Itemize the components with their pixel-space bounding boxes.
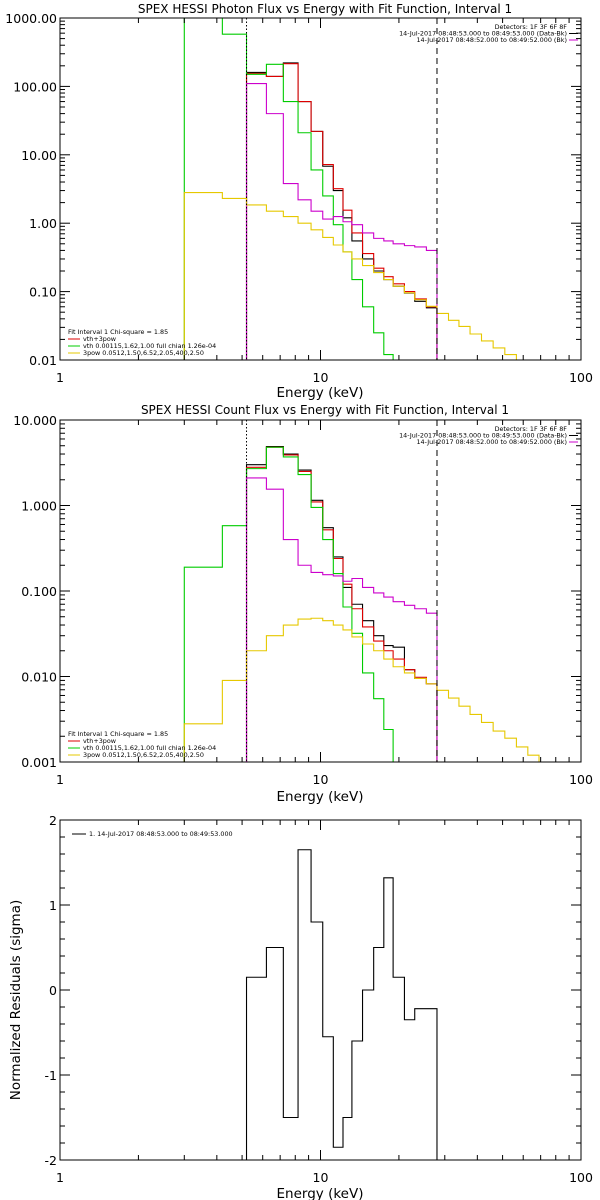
count-flux-panel: SPEX HESSI Count Flux vs Energy with Fit… xyxy=(13,403,593,805)
y-tick-label: -2 xyxy=(45,1153,57,1168)
y-tick-label: 0.01 xyxy=(29,353,57,368)
header-line-1: 14-Jul-2017 08:48:53.000 to 08:49:53.000… xyxy=(399,432,567,440)
plot-area xyxy=(245,849,438,1160)
y-tick-label: -1 xyxy=(45,1068,57,1083)
x-tick-label: 1 xyxy=(56,1170,64,1185)
x-tick-label: 10 xyxy=(313,1170,329,1185)
x-tick-label: 100 xyxy=(569,772,593,787)
legend-entry-1: vth 0.00115,1.62,1.00 full chian 1.26e-0… xyxy=(83,744,216,752)
series-line-2 xyxy=(183,18,394,360)
x-tick-label: 10 xyxy=(313,772,329,787)
y-tick-label: 0.10 xyxy=(29,285,57,300)
legend-title: Fit Interval 1 Chi-square = 1.85 xyxy=(68,730,168,738)
legend-entry-0: vth+3pow xyxy=(83,335,116,343)
series-line-1 xyxy=(245,63,438,360)
y-tick-label: 0.100 xyxy=(21,584,57,599)
y-tick-label: 0.001 xyxy=(21,755,57,770)
header-line-2: 14-Jul-2017 08:48:52.000 to 08:49:52.000… xyxy=(416,438,567,446)
x-axis-label: Energy (keV) xyxy=(277,789,364,805)
x-axis-label: Energy (keV) xyxy=(277,1186,364,1200)
x-tick-label: 10 xyxy=(313,370,329,385)
plot-area xyxy=(183,18,540,360)
plot-area xyxy=(183,420,573,762)
y-tick-label: 10.00 xyxy=(21,148,57,163)
y-tick-label: 2 xyxy=(49,813,57,828)
y-tick-label: 0 xyxy=(49,983,57,998)
y-tick-label: 1 xyxy=(49,898,57,913)
legend-entry-2: 3pow 0.0512,1.50,6.52,2.05,400,2.50 xyxy=(83,349,204,357)
x-tick-label: 1 xyxy=(56,370,64,385)
series-line-0 xyxy=(245,849,438,1160)
panel-title: SPEX HESSI Photon Flux vs Energy with Fi… xyxy=(138,2,512,16)
plot-frame xyxy=(59,17,582,361)
series-line-0 xyxy=(245,445,438,762)
panel-title: SPEX HESSI Count Flux vs Energy with Fit… xyxy=(141,403,509,417)
x-axis-label: Energy (keV) xyxy=(277,385,364,401)
series-line-4 xyxy=(183,192,540,360)
y-tick-label: 1.000 xyxy=(21,499,57,514)
legend-entry-2: 3pow 0.0512,1.50,6.52,2.05,400,2.50 xyxy=(83,751,204,759)
x-tick-label: 100 xyxy=(569,1170,593,1185)
legend-title: Fit Interval 1 Chi-square = 1.85 xyxy=(68,328,168,336)
series-line-3 xyxy=(245,477,438,762)
legend-entry-0: vth+3pow xyxy=(83,737,116,745)
photon-flux-panel: SPEX HESSI Photon Flux vs Energy with Fi… xyxy=(5,2,593,401)
x-tick-label: 100 xyxy=(569,370,593,385)
y-tick-label: 0.010 xyxy=(21,670,57,685)
series-line-3 xyxy=(245,83,438,360)
series-line-1 xyxy=(245,446,438,762)
header-line-2: 14-Jul-2017 08:48:52.000 to 08:49:52.000… xyxy=(416,36,567,44)
header-line-0: Detectors: 1F 3F 6F 8F xyxy=(495,425,568,433)
y-tick-label: 100.00 xyxy=(13,79,57,94)
residuals-panel: Energy (keV) Normalized Residuals (sigma… xyxy=(8,813,593,1200)
y-axis-label: Normalized Residuals (sigma) xyxy=(8,900,24,1101)
header-line-0: Detectors: 1F 3F 6F 8F xyxy=(495,23,568,31)
header-line-1: 14-Jul-2017 08:48:53.000 to 08:49:53.000… xyxy=(399,30,567,38)
y-tick-label: 1000.00 xyxy=(5,11,57,26)
plot-frame xyxy=(59,419,582,763)
series-line-4 xyxy=(183,617,573,762)
legend-entry-0: 1. 14-Jul-2017 08:48:53.000 to 08:49:53.… xyxy=(89,830,233,838)
plot-frame xyxy=(59,819,582,1161)
y-tick-label: 10.000 xyxy=(13,413,57,428)
legend-entry-1: vth 0.00115,1.62,1.00 full chian 1.26e-0… xyxy=(83,342,216,350)
y-tick-label: 1.00 xyxy=(29,216,57,231)
x-tick-label: 1 xyxy=(56,772,64,787)
